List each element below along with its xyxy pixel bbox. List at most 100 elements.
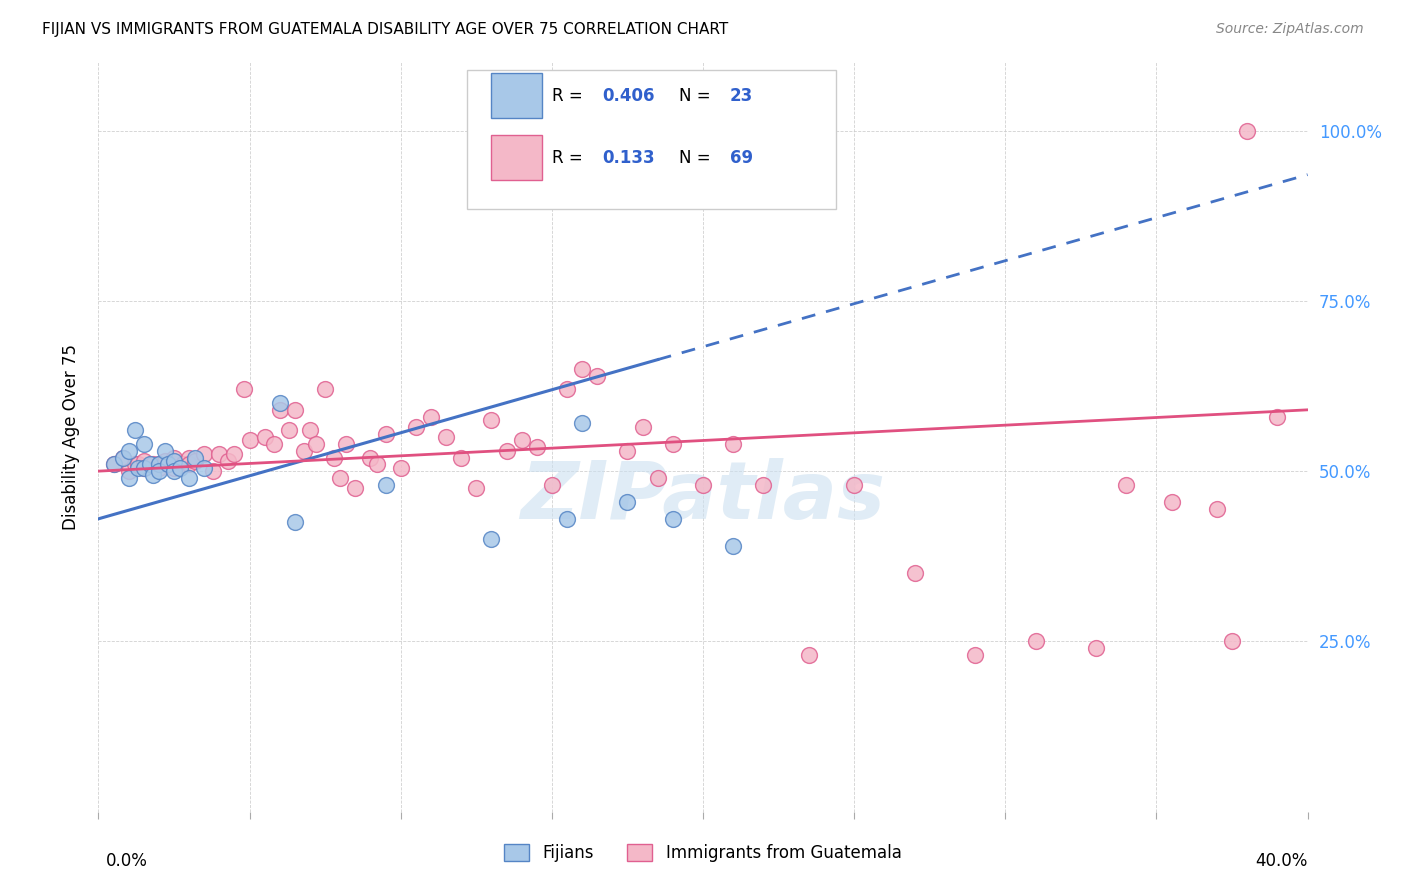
Point xyxy=(797,648,820,662)
Point xyxy=(127,458,149,472)
Point xyxy=(277,423,299,437)
Point xyxy=(1236,123,1258,137)
Text: FIJIAN VS IMMIGRANTS FROM GUATEMALA DISABILITY AGE OVER 75 CORRELATION CHART: FIJIAN VS IMMIGRANTS FROM GUATEMALA DISA… xyxy=(42,22,728,37)
Point xyxy=(148,458,170,472)
Text: R =: R = xyxy=(551,87,588,105)
Point xyxy=(163,464,186,478)
Point xyxy=(692,477,714,491)
Y-axis label: Disability Age Over 75: Disability Age Over 75 xyxy=(62,344,80,530)
Point xyxy=(139,458,162,472)
Point xyxy=(335,437,357,451)
Point xyxy=(420,409,443,424)
Point xyxy=(526,440,548,454)
Point xyxy=(132,460,155,475)
Point xyxy=(844,477,866,491)
Point xyxy=(184,454,207,468)
Point xyxy=(405,420,427,434)
Point xyxy=(208,447,231,461)
Point xyxy=(374,426,396,441)
Point xyxy=(481,533,503,547)
Point xyxy=(374,477,396,491)
Point xyxy=(111,450,134,465)
Point xyxy=(647,471,669,485)
Point xyxy=(217,454,239,468)
Point xyxy=(1206,501,1229,516)
Point xyxy=(661,437,683,451)
Point xyxy=(118,443,141,458)
Point xyxy=(156,458,179,472)
Point xyxy=(723,437,745,451)
Point xyxy=(179,458,201,472)
Point xyxy=(904,566,927,581)
Point xyxy=(631,420,654,434)
Point xyxy=(269,396,291,410)
Point xyxy=(239,434,262,448)
Point xyxy=(127,460,149,475)
Point xyxy=(132,454,155,468)
Point xyxy=(232,383,254,397)
Point xyxy=(1220,634,1243,648)
Point xyxy=(103,458,125,472)
Point xyxy=(142,467,165,482)
Point xyxy=(284,515,307,529)
Point xyxy=(163,460,186,475)
Point xyxy=(124,423,146,437)
Point xyxy=(148,458,170,472)
Point xyxy=(305,437,328,451)
Point xyxy=(142,458,165,472)
Point xyxy=(153,443,176,458)
Text: 0.406: 0.406 xyxy=(603,87,655,105)
Point xyxy=(495,443,517,458)
Point xyxy=(323,450,346,465)
Text: Source: ZipAtlas.com: Source: ZipAtlas.com xyxy=(1216,22,1364,37)
Point xyxy=(1267,409,1289,424)
FancyBboxPatch shape xyxy=(467,70,837,209)
Point xyxy=(263,437,285,451)
Point xyxy=(179,450,201,465)
Point xyxy=(360,450,382,465)
Point xyxy=(752,477,775,491)
Point xyxy=(434,430,457,444)
Point xyxy=(124,458,146,472)
Legend: Fijians, Immigrants from Guatemala: Fijians, Immigrants from Guatemala xyxy=(496,836,910,871)
Point xyxy=(269,402,291,417)
Point xyxy=(510,434,533,448)
FancyBboxPatch shape xyxy=(492,73,543,119)
Point xyxy=(118,464,141,478)
Point xyxy=(284,402,307,417)
Text: 23: 23 xyxy=(730,87,752,105)
Point xyxy=(163,450,186,465)
Point xyxy=(111,450,134,465)
Text: ZIPatlas: ZIPatlas xyxy=(520,458,886,536)
Point xyxy=(661,512,683,526)
Text: 0.0%: 0.0% xyxy=(105,852,148,870)
Point xyxy=(156,458,179,472)
Point xyxy=(292,443,315,458)
Point xyxy=(153,454,176,468)
Point xyxy=(586,368,609,383)
Point xyxy=(616,443,638,458)
Point xyxy=(555,512,578,526)
Point xyxy=(1115,477,1137,491)
Point xyxy=(481,413,503,427)
Point xyxy=(540,477,562,491)
Point xyxy=(389,460,412,475)
Point xyxy=(184,450,207,465)
Text: N =: N = xyxy=(679,87,716,105)
Point xyxy=(224,447,246,461)
Point xyxy=(163,454,186,468)
Point xyxy=(169,460,191,475)
Point xyxy=(723,539,745,553)
Point xyxy=(172,458,194,472)
Text: N =: N = xyxy=(679,149,716,167)
Point xyxy=(253,430,276,444)
FancyBboxPatch shape xyxy=(492,136,543,180)
Point xyxy=(118,471,141,485)
Point xyxy=(148,460,170,475)
Point xyxy=(1085,641,1108,656)
Point xyxy=(148,464,170,478)
Point xyxy=(366,458,388,472)
Text: 40.0%: 40.0% xyxy=(1256,852,1308,870)
Point xyxy=(965,648,987,662)
Text: 0.133: 0.133 xyxy=(603,149,655,167)
